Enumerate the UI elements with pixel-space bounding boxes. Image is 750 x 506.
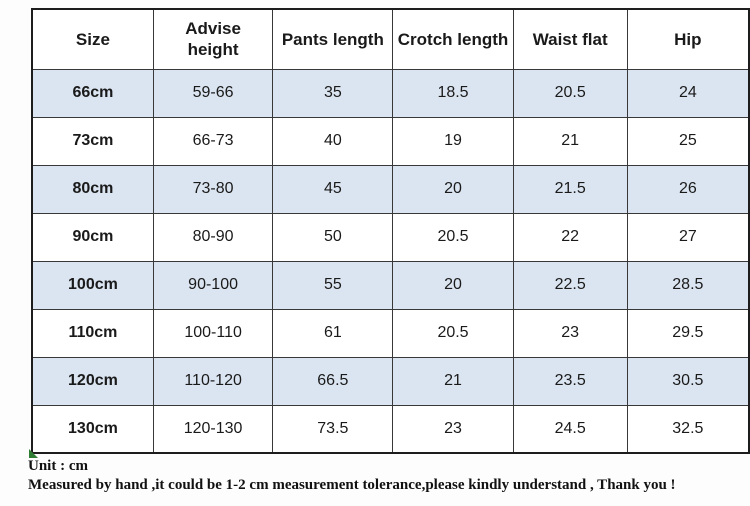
column-header-pants-length: Pants length — [272, 8, 394, 70]
green-corner-marker-icon — [29, 449, 38, 458]
column-header-size: Size — [31, 8, 154, 70]
column-header-advise-height: Advise height — [152, 8, 274, 70]
size-cell: 130cm — [31, 404, 154, 454]
table-row: 80cm 73-80 45 20 21.5 26 — [31, 164, 750, 214]
value-cell: 35 — [272, 68, 394, 118]
size-chart-table: Size Advise height Pants length Crotch leng… — [31, 8, 750, 454]
value-cell: 40 — [272, 116, 394, 166]
value-cell: 20.5 — [392, 212, 514, 262]
value-cell: 18.5 — [392, 68, 514, 118]
value-cell: 23 — [392, 404, 514, 454]
value-cell: 50 — [272, 212, 394, 262]
value-cell: 21 — [512, 116, 628, 166]
value-cell: 110-120 — [152, 356, 274, 406]
value-cell: 21 — [392, 356, 514, 406]
value-cell: 80-90 — [152, 212, 274, 262]
value-cell: 25 — [626, 116, 750, 166]
table-row: 90cm 80-90 50 20.5 22 27 — [31, 212, 750, 262]
value-cell: 73-80 — [152, 164, 274, 214]
size-cell: 90cm — [31, 212, 154, 262]
value-cell: 55 — [272, 260, 394, 310]
table-row: 130cm 120-130 73.5 23 24.5 32.5 — [31, 404, 750, 454]
value-cell: 28.5 — [626, 260, 750, 310]
value-cell: 66.5 — [272, 356, 394, 406]
tolerance-note: Measured by hand ,it could be 1-2 cm mea… — [28, 477, 676, 493]
column-header-hip: Hip — [626, 8, 750, 70]
table-row: 110cm 100-110 61 20.5 23 29.5 — [31, 308, 750, 358]
size-cell: 73cm — [31, 116, 154, 166]
value-cell: 59-66 — [152, 68, 274, 118]
value-cell: 24.5 — [512, 404, 628, 454]
value-cell: 24 — [626, 68, 750, 118]
value-cell: 20 — [392, 260, 514, 310]
value-cell: 90-100 — [152, 260, 274, 310]
value-cell: 20.5 — [392, 308, 514, 358]
size-cell: 110cm — [31, 308, 154, 358]
value-cell: 61 — [272, 308, 394, 358]
size-cell: 66cm — [31, 68, 154, 118]
table-body: 66cm 59-66 35 18.5 20.5 24 73cm 66-73 40 19 21 25 80… — [31, 68, 750, 454]
table-row: 120cm 110-120 66.5 21 23.5 30.5 — [31, 356, 750, 406]
column-header-waist-flat: Waist flat — [512, 8, 628, 70]
table-row: 100cm 90-100 55 20 22.5 28.5 — [31, 260, 750, 310]
value-cell: 23 — [512, 308, 628, 358]
value-cell: 32.5 — [626, 404, 750, 454]
value-cell: 100-110 — [152, 308, 274, 358]
value-cell: 19 — [392, 116, 514, 166]
value-cell: 20.5 — [512, 68, 628, 118]
size-cell: 80cm — [31, 164, 154, 214]
table-row: 73cm 66-73 40 19 21 25 — [31, 116, 750, 166]
value-cell: 21.5 — [512, 164, 628, 214]
header-row: Size Advise height Pants length Crotch leng… — [31, 8, 750, 70]
value-cell: 22.5 — [512, 260, 628, 310]
column-header-crotch-length: Crotch length — [392, 8, 514, 70]
value-cell: 29.5 — [626, 308, 750, 358]
value-cell: 73.5 — [272, 404, 394, 454]
value-cell: 30.5 — [626, 356, 750, 406]
value-cell: 27 — [626, 212, 750, 262]
value-cell: 22 — [512, 212, 628, 262]
value-cell: 20 — [392, 164, 514, 214]
value-cell: 66-73 — [152, 116, 274, 166]
value-cell: 23.5 — [512, 356, 628, 406]
size-cell: 120cm — [31, 356, 154, 406]
size-cell: 100cm — [31, 260, 154, 310]
value-cell: 26 — [626, 164, 750, 214]
footer-notes: Unit : cm Measured by hand ,it could be … — [28, 457, 743, 495]
unit-label: Unit : cm — [28, 458, 88, 474]
value-cell: 45 — [272, 164, 394, 214]
table-header: Size Advise height Pants length Crotch leng… — [31, 8, 750, 70]
value-cell: 120-130 — [152, 404, 274, 454]
table-row: 66cm 59-66 35 18.5 20.5 24 — [31, 68, 750, 118]
